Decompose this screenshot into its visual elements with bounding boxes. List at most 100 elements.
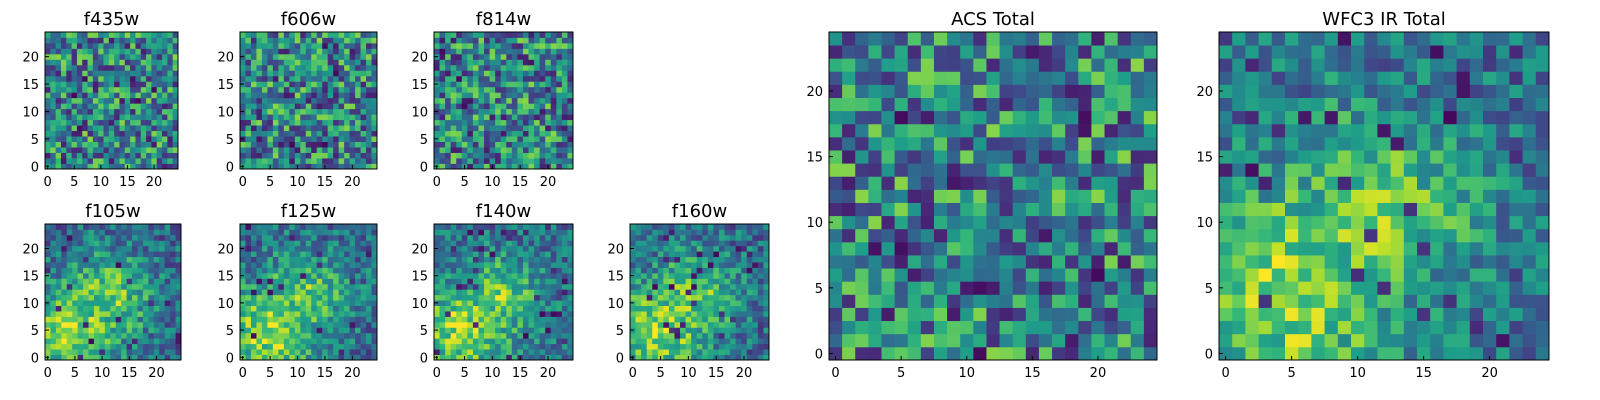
heatmap-cell xyxy=(522,283,529,290)
heatmap-cell xyxy=(267,103,274,110)
heatmap-cell xyxy=(349,332,356,339)
heatmap-cell xyxy=(167,130,174,137)
heatmap-cell xyxy=(907,333,922,348)
heatmap-cell xyxy=(1117,307,1132,322)
heatmap-cell xyxy=(300,267,307,274)
heatmap-cell xyxy=(539,224,546,230)
x-tick-label: 0 xyxy=(239,366,247,381)
heatmap-cell xyxy=(763,245,770,252)
heatmap-cell xyxy=(103,108,110,115)
heatmap-cell xyxy=(445,130,452,137)
heatmap-cell xyxy=(1038,241,1053,256)
heatmap-cell xyxy=(986,333,1000,348)
heatmap-cell xyxy=(439,289,446,296)
heatmap-cell xyxy=(250,332,257,339)
heatmap-cell xyxy=(1117,123,1132,138)
heatmap-cell xyxy=(696,289,703,296)
heatmap-cell xyxy=(894,150,909,164)
heatmap-cell xyxy=(522,245,529,252)
heatmap-cell xyxy=(511,245,518,252)
heatmap-cell xyxy=(261,81,268,88)
heatmap-cell xyxy=(76,37,83,44)
heatmap-cell xyxy=(500,42,507,49)
heatmap-cell xyxy=(735,343,742,350)
heatmap-cell xyxy=(366,240,372,247)
heatmap-cell xyxy=(311,64,318,71)
heatmap-cell xyxy=(550,332,557,339)
heatmap-cell xyxy=(267,86,274,93)
heatmap-cell xyxy=(999,346,1014,361)
heatmap-cell xyxy=(1130,189,1145,203)
heatmap-cell xyxy=(506,141,513,148)
heatmap-cell xyxy=(545,311,552,317)
heatmap-cell xyxy=(1025,215,1040,230)
heatmap-cell xyxy=(561,354,568,361)
heatmap-cell xyxy=(256,262,263,268)
heatmap-cell xyxy=(685,272,692,279)
heatmap-cell xyxy=(156,97,163,104)
heatmap-cell xyxy=(539,327,546,334)
heatmap-cell xyxy=(151,108,158,115)
heatmap-cell xyxy=(272,59,279,66)
heatmap-cell xyxy=(355,59,361,66)
heatmap-cell xyxy=(311,316,318,323)
heatmap-cell xyxy=(99,251,106,258)
heatmap-cell xyxy=(130,158,136,164)
heatmap-cell xyxy=(87,92,94,99)
heatmap-cell xyxy=(272,343,279,350)
heatmap-cell xyxy=(489,147,496,153)
heatmap-cell xyxy=(82,64,88,71)
heatmap-cell xyxy=(646,338,653,345)
heatmap-cell xyxy=(986,189,1000,203)
heatmap-cell xyxy=(300,70,307,77)
heatmap-cell xyxy=(467,37,474,44)
heatmap-cell xyxy=(752,278,759,285)
heatmap-cell xyxy=(333,119,340,126)
heatmap-cell xyxy=(894,307,909,322)
heatmap-cell xyxy=(115,338,122,345)
heatmap-cell xyxy=(126,283,133,290)
heatmap-cell xyxy=(294,267,301,274)
heatmap-cell xyxy=(344,234,350,241)
heatmap-cell xyxy=(567,59,574,66)
heatmap-cell xyxy=(103,75,110,82)
heatmap-cell xyxy=(349,321,356,328)
heatmap-cell xyxy=(349,42,356,49)
heatmap-cell xyxy=(349,103,356,110)
heatmap-cell xyxy=(256,158,263,164)
heatmap-cell xyxy=(87,119,94,126)
heatmap-cell xyxy=(294,262,301,268)
heatmap-cell xyxy=(50,327,57,334)
heatmap-cell xyxy=(920,228,935,243)
heatmap-cell xyxy=(104,343,111,350)
heatmap-cell xyxy=(88,229,95,236)
heatmap-cell xyxy=(344,108,350,115)
heatmap-cell xyxy=(1130,123,1145,138)
heatmap-cell xyxy=(763,272,770,279)
heatmap-cell xyxy=(702,332,709,339)
heatmap-cell xyxy=(746,224,753,230)
heatmap-cell xyxy=(528,86,535,93)
heatmap-cell xyxy=(300,59,307,66)
heatmap-cell xyxy=(461,289,468,296)
heatmap-cell xyxy=(561,92,568,99)
heatmap-cell xyxy=(528,108,535,115)
heatmap-cell xyxy=(960,346,974,361)
heatmap-cell xyxy=(746,278,753,285)
heatmap-cell xyxy=(305,311,312,317)
heatmap-cell xyxy=(366,262,372,268)
heatmap-cell xyxy=(45,316,51,323)
heatmap-cell xyxy=(140,86,147,93)
panel-title: f125w xyxy=(281,201,336,222)
heatmap-cell xyxy=(472,53,479,60)
heatmap-cell xyxy=(140,119,147,126)
heatmap-cell xyxy=(556,119,563,126)
heatmap-cell xyxy=(545,136,552,142)
heatmap-cell xyxy=(495,349,502,355)
heatmap-cell xyxy=(920,189,935,203)
heatmap-cell xyxy=(881,241,895,256)
heatmap-cell xyxy=(450,136,457,142)
heatmap-cell xyxy=(50,70,57,77)
heatmap-cell xyxy=(82,86,88,93)
